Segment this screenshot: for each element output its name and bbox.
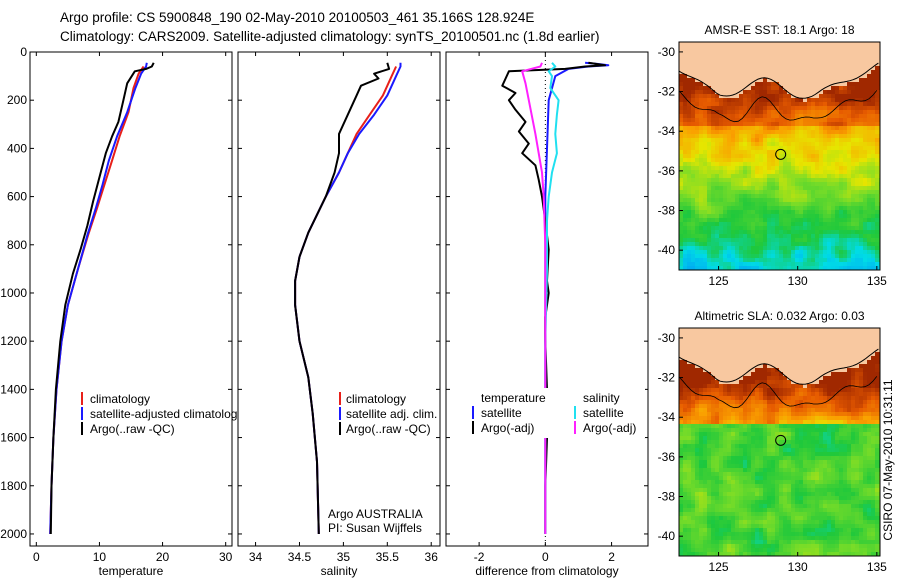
x-tick-label: 130	[788, 560, 808, 574]
y-tick-label: 800	[7, 238, 27, 252]
annotation-argo-australia: Argo AUSTRALIA	[328, 507, 423, 521]
x-tick-label: 34	[249, 550, 263, 564]
series-line	[49, 62, 155, 535]
y-tick-label: 1400	[0, 382, 27, 396]
x-tick-label: 35	[337, 550, 351, 564]
x-tick-label: 36	[425, 550, 439, 564]
x-tick-label: 35.5	[376, 550, 400, 564]
x-tick-label: 135	[867, 560, 887, 574]
y-tick-label: -32	[658, 371, 676, 385]
coastline	[679, 348, 879, 385]
salinity-profile: 34 34.5 35 35.5 36 salinity climatologysatelli…	[237, 51, 441, 578]
x-tick-label: 0	[33, 550, 40, 564]
x-axis-label: salinity	[321, 564, 358, 578]
legend-entry: climatology	[90, 392, 150, 406]
legend-header-temperature: temperature	[481, 391, 546, 405]
legend-entry: satellite	[583, 406, 624, 420]
y-tick-label: -36	[658, 164, 676, 178]
legend-box	[74, 392, 242, 440]
y-tick-label: -30	[658, 45, 676, 59]
legend-entry: climatology	[346, 392, 406, 406]
x-tick-label: 135	[867, 274, 887, 288]
legend-entry: satellite adj. clim.	[346, 407, 437, 421]
x-tick-label: 20	[156, 550, 170, 564]
legend-entry: satellite-adjusted climatology	[90, 407, 243, 421]
legend-entry: satellite	[481, 406, 522, 420]
legend-box	[467, 388, 645, 438]
x-axis-label: temperature	[99, 564, 164, 578]
x-tick-label: 130	[788, 274, 808, 288]
x-tick-label: -2	[474, 550, 485, 564]
y-tick-label: 600	[7, 190, 27, 204]
amsre-sst-map: 125 130 135 -30 -32 -34 -36 -38 -40 AMSR-E SST: 1…	[658, 23, 888, 288]
legend-entry: Argo(..raw -QC)	[90, 422, 175, 436]
y-tick-label: 1000	[0, 286, 27, 300]
x-tick-label: 30	[219, 550, 233, 564]
x-tick-label: 2	[608, 550, 615, 564]
x-tick-label: 0	[542, 550, 549, 564]
annotation-pi: PI: Susan Wijffels	[328, 521, 422, 535]
legend-header-salinity: salinity	[583, 391, 620, 405]
contour-line	[679, 376, 878, 409]
temperature-profile-frame	[29, 51, 233, 547]
profile-title: Argo profile: CS 5900848_190 02-May-2010…	[60, 10, 535, 25]
y-tick-label: -38	[658, 204, 676, 218]
climatology-subtitle: Climatology: CARS2009. Satellite-adjuste…	[60, 29, 600, 44]
y-tick-label: -34	[658, 124, 676, 138]
y-tick-label: -32	[658, 85, 676, 99]
map-field	[679, 42, 880, 270]
y-tick-label: 2000	[0, 527, 27, 541]
y-tick-label: 400	[7, 141, 27, 155]
y-tick-label: 0	[20, 45, 27, 59]
x-tick-label: 125	[709, 560, 729, 574]
x-tick-label: 10	[93, 550, 107, 564]
series-line	[521, 62, 547, 534]
y-tick-label: -38	[658, 490, 676, 504]
altimetric-sla-map-frame	[678, 327, 881, 557]
map-title: Altimetric SLA: 0.032 Argo: 0.03	[694, 309, 864, 323]
series-line	[294, 62, 391, 535]
altimetric-sla-map: 125 130 135 -30 -32 -34 -36 -38 -40 Altimetric SL…	[658, 309, 888, 574]
temperature-profile: 0 10 20 30 0 200 400 600 800 1000 1200 1400 1600 1800…	[0, 45, 243, 578]
x-tick-label: 125	[709, 274, 729, 288]
x-axis-label: difference from climatology	[475, 564, 618, 578]
y-tick-label: 200	[7, 93, 27, 107]
y-tick-label: -40	[658, 243, 676, 257]
amsre-sst-map-frame	[678, 41, 881, 271]
legend-entry: Argo(..raw -QC)	[346, 422, 431, 436]
coastline	[679, 62, 879, 99]
y-tick-label: -34	[658, 410, 676, 424]
y-tick-label: -30	[658, 331, 676, 345]
y-tick-label: 1200	[0, 334, 27, 348]
x-tick-label: 34.5	[288, 550, 312, 564]
map-title: AMSR-E SST: 18.1 Argo: 18	[704, 23, 854, 37]
legend-entry: Argo(-adj)	[481, 421, 534, 435]
y-tick-label: 1800	[0, 479, 27, 493]
contour-line	[679, 90, 878, 123]
y-tick-label: -36	[658, 450, 676, 464]
y-tick-label: -40	[658, 529, 676, 543]
map-field	[679, 328, 880, 556]
argo-location-marker	[775, 434, 787, 446]
salinity-profile-frame	[237, 51, 441, 547]
y-tick-label: 1600	[0, 431, 27, 445]
legend-box	[332, 392, 436, 440]
argo-location-marker	[775, 148, 787, 160]
legend-entry: Argo(-adj)	[583, 421, 636, 435]
timestamp-label: CSIRO 07-May-2010 10:31:11	[881, 379, 895, 541]
